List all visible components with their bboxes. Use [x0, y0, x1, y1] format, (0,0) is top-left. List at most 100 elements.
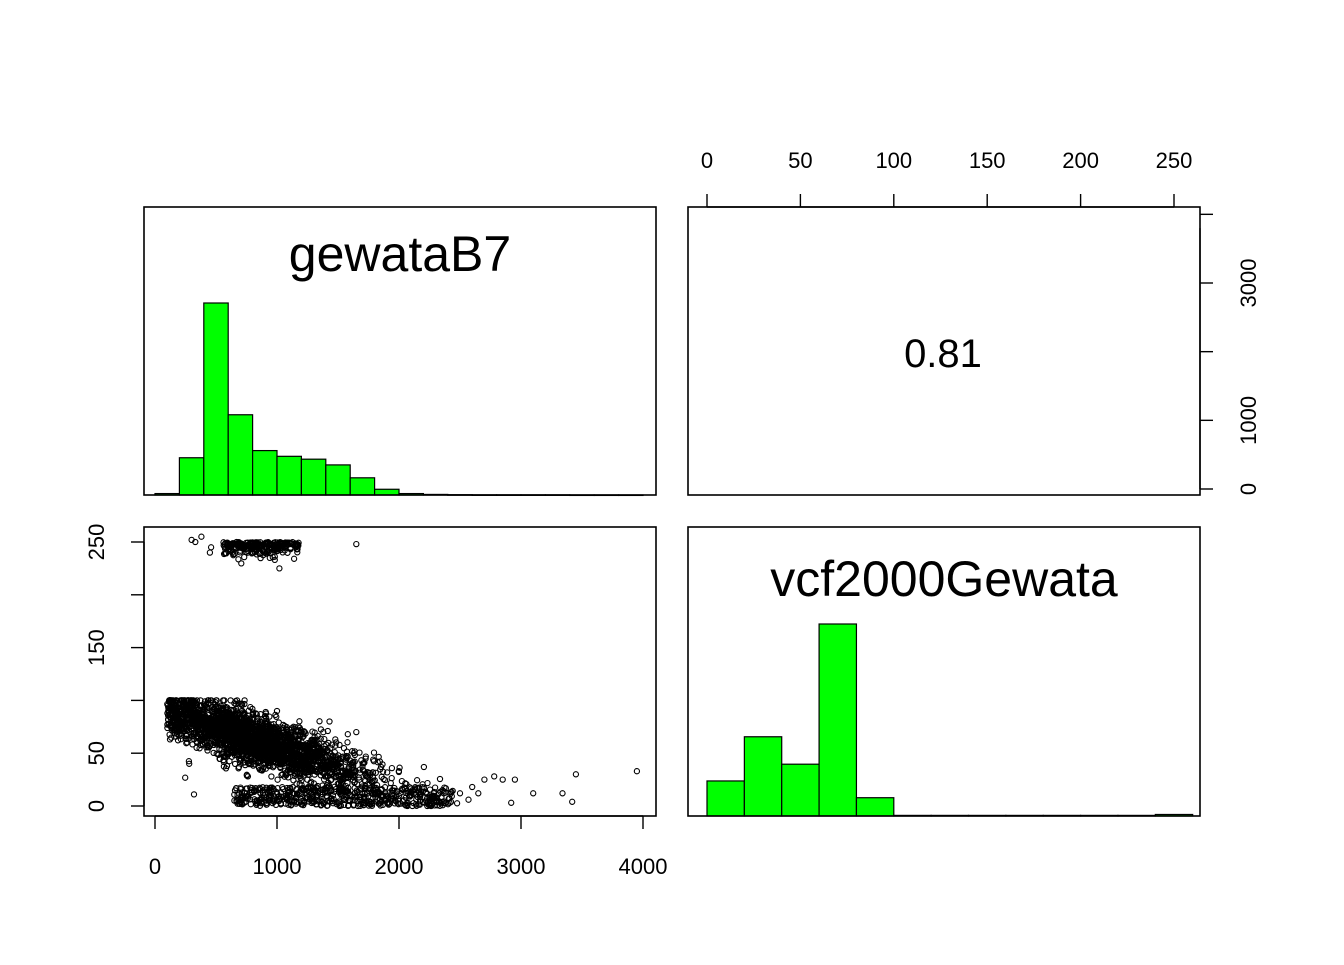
scatter-point [420, 763, 428, 771]
scatter-point [177, 697, 185, 704]
scatter-point [237, 700, 244, 708]
scatter-point [285, 743, 292, 750]
scatter-point [285, 731, 293, 738]
scatter-point [283, 539, 290, 546]
scatter-point [310, 744, 318, 751]
scatter-point [362, 755, 369, 762]
scatter-point [228, 706, 235, 714]
scatter-point [247, 801, 254, 808]
scatter-point [321, 743, 328, 750]
scatter-point [316, 718, 323, 725]
scatter-point [292, 724, 299, 731]
scatter-point [238, 800, 245, 807]
scatter-point [362, 753, 369, 760]
scatter-point [323, 741, 330, 748]
scatter-point [236, 733, 243, 740]
scatter-point [372, 790, 379, 798]
scatter-point [258, 725, 265, 733]
scatter-point [349, 796, 356, 804]
scatter-point [299, 731, 307, 738]
scatter-point [277, 738, 284, 745]
histogram-bar [325, 464, 351, 496]
scatter-point [237, 547, 244, 554]
scatter-point [391, 787, 398, 794]
scatter-point [269, 796, 276, 803]
scatter-point [351, 748, 358, 755]
scatter-point [315, 798, 322, 805]
scatter-point [253, 797, 261, 804]
scatter-point [237, 746, 244, 754]
scatter-point [224, 539, 231, 546]
scatter-point [572, 771, 580, 778]
scatter-point [252, 539, 259, 547]
scatter-point [343, 755, 350, 762]
scatter-point [249, 710, 257, 718]
scatter-point [371, 777, 378, 784]
scatter-point [244, 773, 252, 780]
scatter-point [327, 769, 334, 776]
scatter-point [314, 750, 321, 757]
scatter-point [185, 758, 193, 765]
scatter-point [256, 796, 263, 804]
scatter-point [337, 790, 345, 797]
scatter-point [237, 755, 245, 762]
scatter-point [165, 716, 172, 724]
histogram-bar [818, 623, 858, 817]
scatter-point [317, 750, 324, 757]
scatter-point [395, 801, 402, 808]
scatter-point [259, 765, 267, 773]
scatter-point [370, 749, 378, 756]
scatter-point [275, 796, 283, 803]
scatter-point [318, 786, 325, 794]
scatter-point [417, 790, 424, 797]
scatter-point [292, 745, 299, 752]
scatter-point [185, 735, 192, 742]
scatter-point [406, 788, 413, 795]
scatter-point [359, 763, 366, 770]
scatter-point [187, 707, 194, 714]
scatter-point [290, 738, 297, 746]
scatter-point [215, 751, 222, 758]
scatter-point [250, 542, 257, 550]
scatter-point [323, 792, 330, 800]
scatter-point [169, 719, 176, 726]
scatter-point [388, 774, 395, 782]
scatter-point [318, 764, 325, 772]
scatter-point [264, 719, 271, 726]
scatter-point [401, 784, 408, 791]
scatter-point [332, 742, 339, 749]
histogram-bar [855, 797, 895, 817]
scatter-point [266, 784, 274, 792]
scatter-point [314, 742, 322, 749]
scatter-point [395, 792, 403, 799]
scatter-point [235, 765, 242, 772]
scatter-point [320, 729, 327, 736]
scatter-point [298, 760, 305, 768]
scatter-point [508, 799, 515, 806]
scatter-point [302, 765, 309, 772]
scatter-point [346, 791, 353, 799]
scatter-point [326, 718, 333, 725]
scatter-point [360, 801, 368, 808]
tick-label: 250 [1156, 148, 1193, 173]
scatter-point [345, 765, 352, 772]
scatter-point [344, 731, 351, 738]
scatter-point [186, 760, 193, 767]
scatter-point [436, 775, 444, 783]
scatter-point [296, 718, 303, 725]
scatter-point [387, 793, 394, 800]
scatter-point [372, 769, 379, 776]
scatter-point [414, 793, 421, 801]
scatter-point [180, 704, 187, 711]
scatter-point [170, 710, 177, 717]
scatter-point [260, 734, 267, 741]
scatter-point [259, 752, 266, 759]
scatter-point [357, 802, 364, 810]
scatter-point [279, 784, 286, 791]
scatter-point [220, 539, 227, 546]
scatter-point [202, 701, 210, 709]
tick-label: 150 [969, 148, 1006, 173]
scatter-point [433, 795, 441, 802]
scatter-point [298, 801, 305, 808]
